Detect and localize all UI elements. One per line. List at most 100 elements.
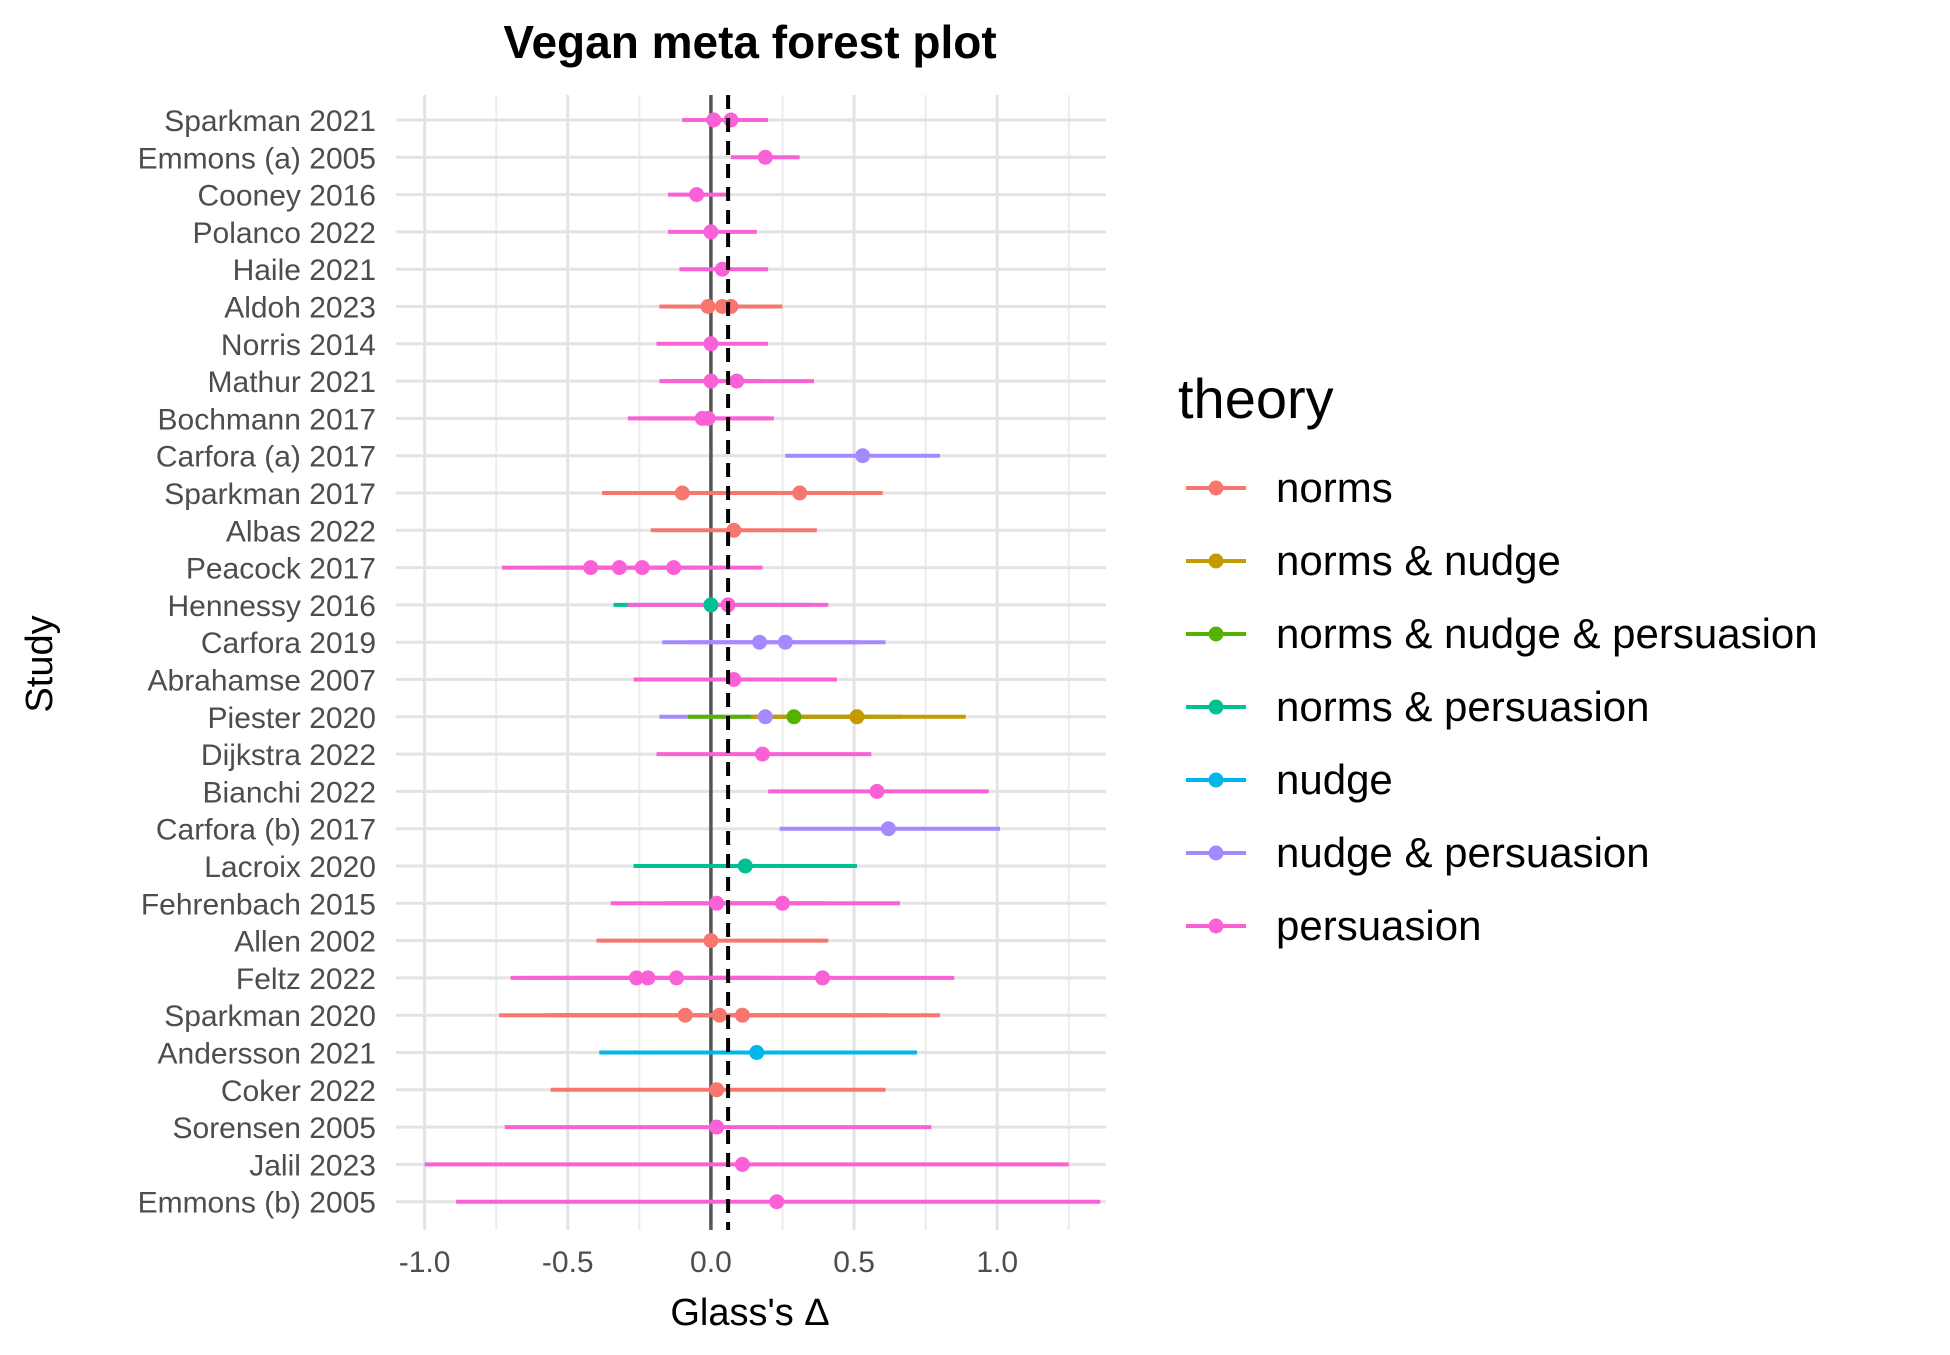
point-estimate (583, 560, 599, 576)
point-estimate (666, 560, 682, 576)
legend-label: norms & nudge & persuasion (1276, 610, 1818, 657)
y-tick-label: Haile 2021 (233, 254, 376, 287)
point-estimate (689, 187, 705, 203)
y-tick-label: Emmons (a) 2005 (138, 142, 376, 175)
chart-title: Vegan meta forest plot (503, 16, 996, 68)
point-estimate (703, 933, 719, 949)
x-tick-label: 0.5 (833, 1246, 875, 1279)
point-estimate (769, 1194, 785, 1210)
legend-entry: nudge & persuasion (1186, 829, 1650, 876)
legend-entry: norms & nudge & persuasion (1186, 610, 1818, 657)
point-estimate (640, 970, 656, 986)
point-estimate (752, 634, 768, 650)
point-estimate (815, 970, 831, 986)
point-estimate (734, 1156, 750, 1172)
legend-label: persuasion (1276, 902, 1481, 949)
y-tick-label: Fehrenbach 2015 (141, 888, 376, 921)
y-tick-label: Carfora 2019 (201, 627, 376, 660)
legend-key-point (1208, 918, 1224, 934)
x-tick-label: 0.0 (690, 1246, 732, 1279)
point-estimate (754, 746, 770, 762)
y-tick-label: Feltz 2022 (236, 963, 376, 996)
point-estimate (849, 709, 865, 725)
point-estimate (709, 1082, 725, 1098)
point-estimate (709, 1119, 725, 1135)
point-estimate (855, 448, 871, 464)
y-axis-label: Study (19, 615, 61, 712)
y-tick-label: Dijkstra 2022 (201, 739, 376, 772)
legend-key-point (1208, 626, 1224, 642)
point-estimate (869, 783, 885, 799)
y-tick-label: Andersson 2021 (158, 1038, 377, 1071)
point-estimate (786, 709, 802, 725)
point-estimate (792, 485, 808, 501)
x-axis-label: Glass's Δ (670, 1292, 829, 1334)
legend-label: norms (1276, 464, 1393, 511)
legend-key-point (1208, 480, 1224, 496)
y-tick-label: Piester 2020 (208, 702, 376, 735)
y-tick-label: Sparkman 2017 (164, 478, 376, 511)
grid-layer (396, 95, 1106, 1230)
y-tick-label: Abrahamse 2007 (148, 665, 377, 698)
y-tick-label: Bochmann 2017 (158, 403, 377, 436)
point-estimate (757, 709, 773, 725)
x-tick-label: 1.0 (976, 1246, 1018, 1279)
legend: theory norms norms & nudge norms & nudge &… (1178, 367, 1818, 949)
y-tick-label: Sparkman 2020 (164, 1000, 376, 1033)
point-estimate (712, 1007, 728, 1023)
point-estimate (777, 634, 793, 650)
point-estimate (880, 821, 896, 837)
legend-title: theory (1178, 367, 1334, 430)
point-estimate (700, 410, 716, 426)
y-tick-label: Norris 2014 (221, 329, 376, 362)
legend-label: nudge & persuasion (1276, 829, 1650, 876)
y-tick-label: Coker 2022 (221, 1075, 376, 1108)
point-estimate (723, 112, 739, 128)
y-tick-label: Lacroix 2020 (204, 851, 376, 884)
point-estimate (729, 373, 745, 389)
point-estimate (737, 858, 753, 874)
point-estimate (634, 560, 650, 576)
y-tick-label: Peacock 2017 (186, 553, 376, 586)
point-estimate (700, 299, 716, 314)
y-tick-label: Jalil 2023 (249, 1149, 376, 1182)
point-estimate (628, 970, 644, 986)
legend-entry: persuasion (1186, 902, 1481, 949)
x-tick-label: -1.0 (399, 1246, 451, 1279)
legend-entry: nudge (1186, 756, 1393, 803)
legend-key-point (1208, 553, 1224, 569)
legend-entry: norms (1186, 464, 1393, 511)
point-estimate (703, 373, 719, 389)
legend-label: norms & nudge (1276, 537, 1561, 584)
point-estimate (611, 560, 627, 576)
y-tick-labels: Sparkman 2021 Emmons (a) 2005 Cooney 2016 P… (138, 105, 376, 1220)
legend-label: norms & persuasion (1276, 683, 1650, 730)
point-estimate (723, 299, 739, 314)
legend-key-point (1208, 845, 1224, 861)
y-tick-label: Mathur 2021 (208, 366, 376, 399)
point-estimate (703, 224, 719, 240)
legend-entry: norms & persuasion (1186, 683, 1650, 730)
y-tick-label: Hennessy 2016 (168, 590, 376, 623)
data-layer (424, 95, 1101, 1230)
y-tick-label: Sorensen 2005 (173, 1112, 377, 1145)
point-estimate (669, 970, 685, 986)
y-tick-label: Carfora (a) 2017 (156, 441, 376, 474)
point-estimate (703, 597, 719, 613)
y-tick-label: Bianchi 2022 (203, 776, 376, 809)
point-estimate (677, 1007, 693, 1023)
legend-entries: norms norms & nudge norms & nudge & persua… (1186, 464, 1818, 949)
y-tick-label: Emmons (b) 2005 (138, 1187, 376, 1220)
point-estimate (749, 1045, 765, 1060)
y-tick-label: Aldoh 2023 (224, 292, 376, 325)
point-estimate (706, 112, 722, 128)
y-tick-label: Cooney 2016 (198, 180, 376, 213)
point-estimate (674, 485, 690, 501)
x-tick-labels: -1.0 -0.5 0.0 0.5 1.0 (399, 1246, 1018, 1279)
legend-key-point (1208, 772, 1224, 788)
point-estimate (734, 1007, 750, 1023)
y-tick-label: Albas 2022 (226, 515, 376, 548)
point-estimate (757, 149, 773, 165)
